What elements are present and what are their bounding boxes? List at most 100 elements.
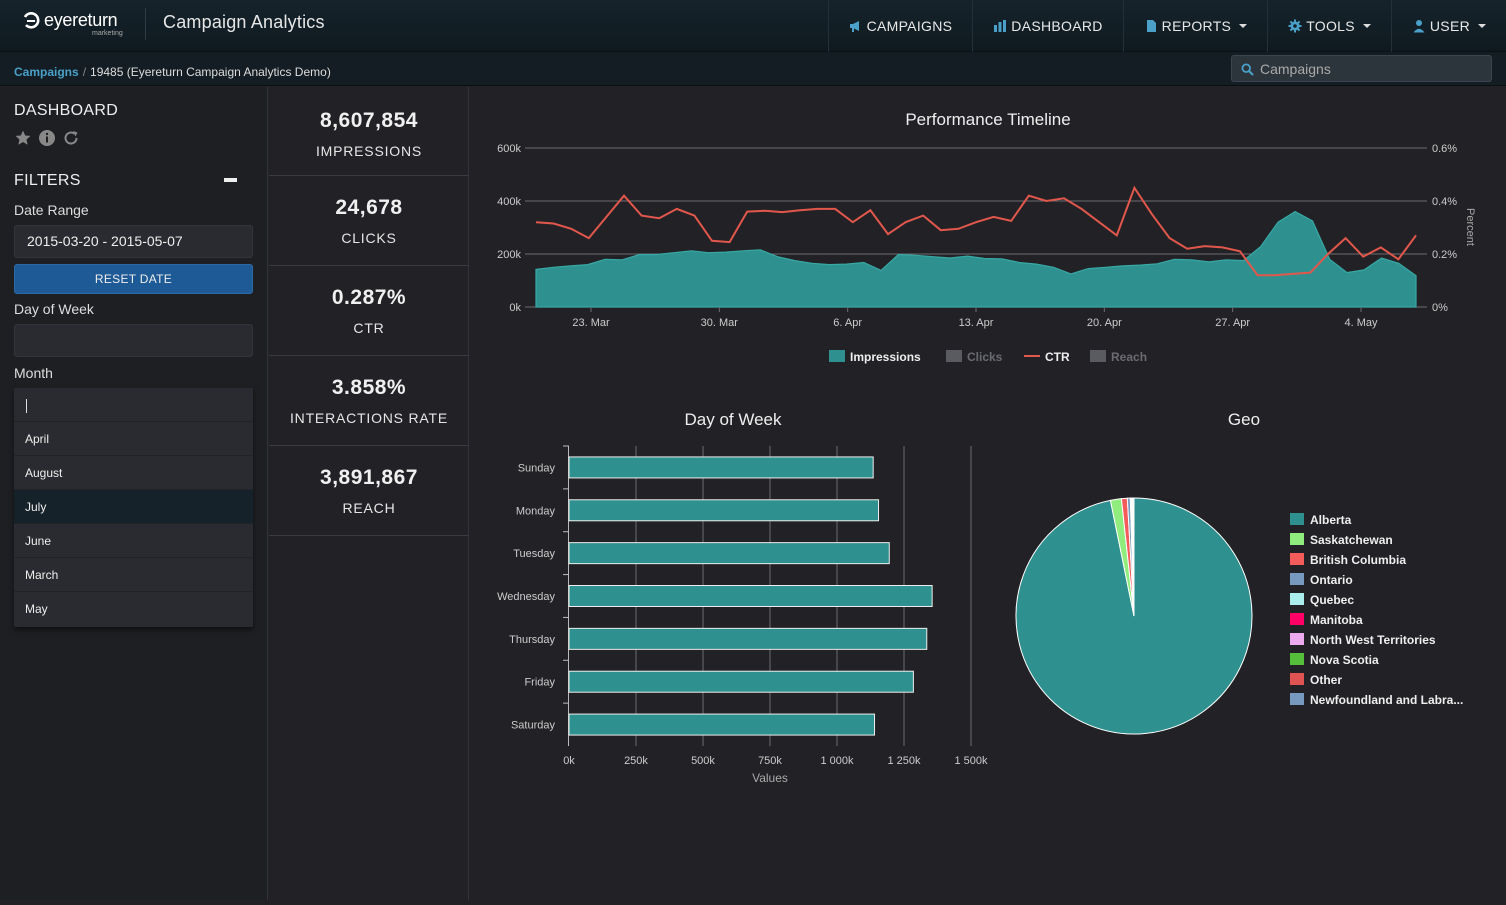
geo-legend-swatch — [1290, 553, 1304, 565]
star-icon[interactable] — [14, 129, 32, 147]
campaign-search[interactable] — [1231, 55, 1492, 82]
dow-x-tick-label: 0k — [563, 755, 575, 767]
chevron-down-icon — [1363, 24, 1371, 28]
kpi-ctr: 0.287% CTR — [269, 266, 469, 356]
geo-legend-swatch — [1290, 633, 1304, 645]
legend-item-clicks: Clicks — [967, 350, 1003, 364]
logo-mark-icon — [22, 12, 40, 30]
geo-legend-swatch — [1290, 533, 1304, 545]
kpi-impressions: 8,607,854 IMPRESSIONS — [269, 87, 469, 176]
timeline-right-tick-label: 0.6% — [1432, 143, 1457, 155]
timeline-left-tick-label: 200k — [497, 249, 521, 261]
geo-legend-label: Alberta — [1310, 513, 1352, 527]
geo-legend-label: Newfoundland and Labra... — [1310, 693, 1463, 707]
geo-legend-swatch — [1290, 693, 1304, 705]
kpi-value: 3,891,867 — [269, 466, 469, 490]
day-of-week-field[interactable] — [14, 324, 253, 357]
kpi-label: INTERACTIONS RATE — [269, 410, 469, 426]
kpi-label: REACH — [269, 500, 469, 516]
dow-category-label: Saturday — [511, 720, 556, 732]
month-option-highlighted[interactable]: July — [14, 490, 253, 524]
geo-legend-swatch — [1290, 513, 1304, 525]
breadcrumb-bar: Campaigns / 19485 (Eyereturn Campaign Anal… — [0, 52, 1506, 86]
nav-tools[interactable]: TOOLS — [1267, 0, 1391, 52]
geo-legend-swatch — [1290, 653, 1304, 665]
dow-category-label: Wednesday — [497, 591, 555, 603]
dow-category-label: Monday — [516, 505, 556, 517]
geo-legend-label: Quebec — [1310, 593, 1354, 607]
info-icon[interactable] — [38, 129, 56, 147]
logo-text: eyereturn — [44, 10, 117, 31]
breadcrumb-current: 19485 (Eyereturn Campaign Analytics Demo… — [90, 65, 331, 79]
filters-heading: FILTERS — [14, 172, 81, 190]
timeline-right-tick-label: 0.2% — [1432, 249, 1457, 261]
timeline-right-tick-label: 0% — [1432, 302, 1448, 314]
month-input[interactable] — [14, 388, 253, 422]
kpi-value: 3.858% — [269, 376, 469, 400]
timeline-x-tick-label: 6. Apr — [833, 317, 862, 329]
geo-legend-swatch — [1290, 573, 1304, 585]
eyereturn-logo[interactable]: eyereturn marketing — [22, 9, 134, 39]
month-option[interactable]: August — [14, 456, 253, 490]
dow-bar — [569, 671, 913, 692]
kpi-value: 24,678 — [269, 196, 469, 220]
nav-dashboard-label: DASHBOARD — [1011, 18, 1102, 34]
month-option[interactable]: June — [14, 524, 253, 558]
text-cursor — [26, 399, 27, 413]
dow-category-label: Sunday — [518, 462, 556, 474]
geo-legend-swatch — [1290, 673, 1304, 685]
month-label: Month — [14, 365, 53, 381]
timeline-x-tick-label: 4. May — [1344, 317, 1378, 329]
timeline-right-axis: 0%0.2%0.4%0.6% — [1432, 143, 1457, 314]
main-nav: CAMPAIGNS DASHBOARD REPORTS TOOLS USER — [828, 0, 1506, 52]
reset-date-button[interactable]: RESET DATE — [14, 264, 253, 294]
kpi-interactions-rate: 3.858% INTERACTIONS RATE — [269, 356, 469, 446]
kpi-label: CTR — [269, 320, 469, 336]
nav-dashboard[interactable]: DASHBOARD — [972, 0, 1122, 52]
breadcrumb: Campaigns / 19485 (Eyereturn Campaign Anal… — [14, 65, 331, 79]
collapse-filters-icon[interactable] — [224, 178, 237, 182]
search-icon — [1241, 63, 1254, 76]
timeline-x-tick-label: 27. Apr — [1215, 317, 1250, 329]
nav-campaigns[interactable]: CAMPAIGNS — [828, 0, 973, 52]
kpi-value: 8,607,854 — [269, 109, 469, 133]
breadcrumb-separator: / — [83, 65, 86, 79]
refresh-icon[interactable] — [62, 129, 80, 147]
search-input[interactable] — [1260, 59, 1485, 79]
legend-item-reach: Reach — [1111, 350, 1147, 364]
date-range-field[interactable]: 2015-03-20 - 2015-05-07 — [14, 225, 253, 258]
dow-x-tick-label: 1 250k — [887, 755, 921, 767]
nav-user[interactable]: USER — [1391, 0, 1506, 52]
dow-x-axis-label: Values — [752, 771, 788, 785]
timeline-x-tick-label: 13. Apr — [959, 317, 994, 329]
timeline-impressions-area — [536, 212, 1416, 307]
timeline-x-tick-label: 20. Apr — [1087, 317, 1122, 329]
kpi-reach: 3,891,867 REACH — [269, 446, 469, 536]
legend-swatch — [946, 350, 962, 362]
geo-legend-swatch — [1290, 593, 1304, 605]
legend-item-ctr: CTR — [1045, 350, 1070, 364]
breadcrumb-link-campaigns[interactable]: Campaigns — [14, 65, 79, 79]
month-option[interactable]: May — [14, 592, 253, 626]
dow-bar — [569, 586, 932, 607]
nav-reports[interactable]: REPORTS — [1123, 0, 1268, 52]
dashboard-actions — [14, 129, 80, 147]
geo-legend-label: Other — [1310, 673, 1342, 687]
month-option[interactable]: March — [14, 558, 253, 592]
nav-campaigns-label: CAMPAIGNS — [867, 18, 953, 34]
dow-bar — [569, 543, 889, 564]
day-of-week-label: Day of Week — [14, 301, 94, 317]
dow-title: Day of Week — [684, 410, 782, 429]
month-option[interactable]: April — [14, 422, 253, 456]
nav-reports-label: REPORTS — [1162, 18, 1232, 34]
impressions-area-path — [536, 212, 1416, 307]
top-navbar: eyereturn marketing Campaign Analytics C… — [0, 0, 1506, 52]
timeline-right-axis-label: Percent — [1464, 208, 1476, 246]
file-icon — [1144, 19, 1158, 33]
timeline-title: Performance Timeline — [905, 110, 1070, 129]
dow-category-label: Tuesday — [513, 548, 555, 560]
timeline-left-tick-label: 400k — [497, 196, 521, 208]
